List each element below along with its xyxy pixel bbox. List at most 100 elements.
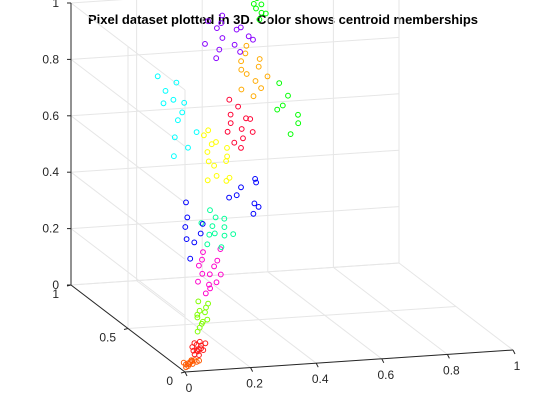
data-point (206, 271, 213, 278)
grid-line (70, 2, 186, 91)
data-point (199, 221, 206, 227)
y-tick-label: 1 (52, 287, 59, 301)
data-point (202, 340, 209, 347)
data-point (279, 102, 286, 109)
grid-line (70, 0, 124, 4)
grid-line (70, 149, 400, 173)
data-point (255, 63, 262, 70)
data-point (238, 86, 245, 93)
data-point (249, 129, 256, 135)
y-axis-line (70, 284, 186, 373)
data-point (202, 309, 208, 316)
data-point (194, 348, 201, 355)
data-point (221, 232, 228, 239)
data-point (247, 116, 254, 122)
data-points (154, 0, 302, 371)
x-tick (512, 349, 516, 355)
data-point (274, 106, 281, 113)
data-point (204, 149, 211, 155)
data-point (231, 41, 238, 48)
axes (66, 2, 516, 377)
data-point (205, 18, 211, 25)
data-point (213, 139, 219, 145)
data-point (183, 199, 189, 206)
data-point (258, 85, 265, 91)
data-point (251, 200, 258, 207)
x-tick (250, 367, 254, 372)
data-point (207, 207, 213, 214)
data-point (211, 263, 218, 270)
data-point (171, 134, 178, 141)
data-point (221, 215, 228, 222)
data-point (218, 244, 225, 251)
data-point (252, 78, 259, 84)
z-tick-label: 1 (52, 0, 59, 10)
data-point (154, 73, 161, 80)
x-tick-label: 0.4 (312, 372, 329, 386)
data-point (205, 300, 212, 307)
data-point (193, 341, 200, 348)
data-point (206, 231, 213, 238)
data-point (224, 128, 231, 135)
x-tick (184, 371, 188, 377)
data-point (233, 192, 240, 199)
data-point (221, 224, 228, 231)
y-tick (123, 328, 129, 330)
data-point (235, 103, 242, 110)
data-point (195, 278, 201, 285)
data-point (211, 162, 218, 169)
data-point (253, 179, 260, 186)
data-point (285, 92, 291, 99)
data-point (254, 0, 260, 1)
grid-line (70, 171, 186, 260)
data-point (179, 109, 186, 116)
data-point (218, 20, 225, 27)
data-point (213, 55, 220, 62)
data-point (211, 230, 218, 237)
data-point (182, 224, 189, 230)
data-point (170, 96, 177, 103)
grid-line (70, 206, 400, 230)
data-point (276, 80, 283, 86)
data-point (171, 153, 177, 160)
grid-line (70, 115, 186, 204)
data-point (196, 262, 202, 269)
data-point (217, 271, 224, 278)
grid-line (70, 59, 186, 147)
data-point (181, 99, 188, 106)
data-point (226, 194, 233, 201)
x-tick-label: 0.6 (377, 368, 394, 382)
data-point (175, 117, 181, 124)
data-point (198, 220, 205, 226)
y-tick (180, 371, 186, 374)
data-point (223, 158, 230, 165)
x-tick-label: 1 (514, 359, 521, 373)
data-point (226, 96, 233, 103)
data-point (184, 214, 191, 221)
data-point (196, 338, 203, 345)
data-point (196, 324, 203, 331)
data-point (207, 285, 214, 292)
data-point (216, 46, 223, 53)
y-tick-label: 0 (166, 374, 173, 388)
data-point (214, 25, 220, 32)
data-point (262, 10, 269, 17)
data-point (250, 36, 256, 43)
data-point (204, 177, 211, 184)
data-point (188, 357, 195, 364)
data-point (196, 357, 203, 364)
data-point (191, 239, 198, 246)
data-point (226, 174, 233, 181)
grid (70, 0, 514, 373)
data-point (224, 145, 230, 151)
data-point (250, 210, 257, 217)
data-point (238, 66, 245, 73)
data-point (208, 141, 215, 148)
z-tick-label: 0.8 (42, 52, 59, 66)
data-point (200, 347, 207, 354)
data-point (201, 132, 207, 139)
data-point (194, 314, 201, 321)
data-point (199, 270, 206, 277)
data-point (202, 41, 208, 47)
